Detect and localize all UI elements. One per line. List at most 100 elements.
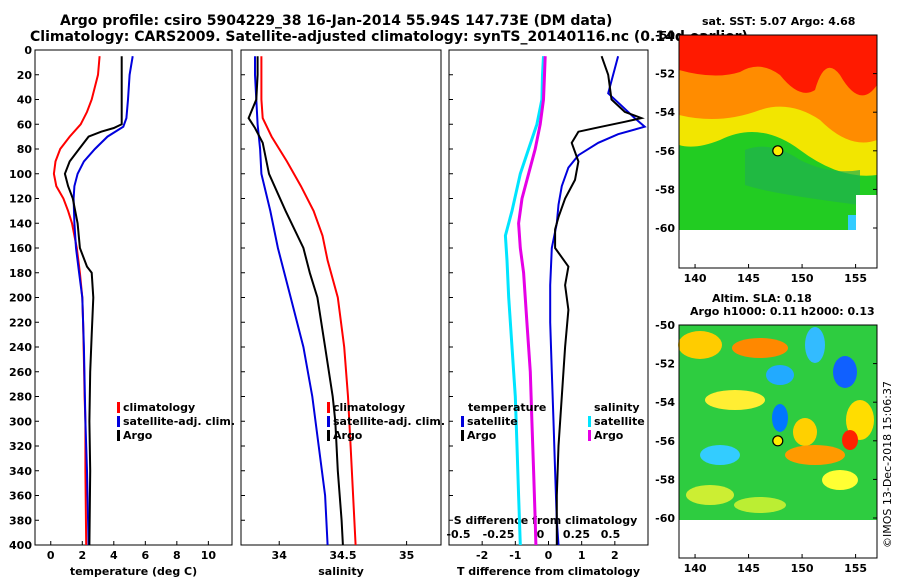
- sst-lat-label: -58: [655, 183, 675, 196]
- sla-anomaly-blob: [766, 365, 794, 385]
- sst-lat-label: -50: [655, 29, 675, 42]
- depth-tick-label: 100: [9, 168, 32, 181]
- sst-lon-label: 145: [737, 272, 760, 285]
- depth-tick-label: 160: [9, 242, 32, 255]
- sla-argo-location-marker: [772, 435, 784, 447]
- salinity-legend-argo-marker: [327, 430, 330, 441]
- difference-legend-temp-satellite-marker: [461, 416, 464, 427]
- sst-lon-label: 150: [791, 272, 814, 285]
- salinity-legend-climatology-marker: [327, 402, 330, 413]
- sst-land-mask: [856, 195, 877, 230]
- depth-tick-label: 260: [9, 366, 32, 379]
- sla-anomaly-blob: [842, 430, 858, 450]
- difference-legend-sal-satellite-marker: [588, 416, 591, 427]
- sla-lat-label: -58: [655, 473, 675, 486]
- sst-lon-label: 140: [684, 272, 707, 285]
- depth-tick-label: 380: [9, 514, 32, 527]
- temperature-satellite-line: [549, 55, 647, 546]
- sla-map-field: [678, 325, 877, 520]
- sla-map-title-1: Altim. SLA: 0.18: [712, 292, 812, 305]
- temperature-tick-label: 2: [78, 549, 86, 562]
- title-line-2: Climatology: CARS2009. Satellite-adjuste…: [30, 29, 748, 45]
- depth-tick-label: 240: [9, 341, 32, 354]
- sla-anomaly-blob: [705, 390, 765, 410]
- sst-lat-label: -52: [655, 68, 675, 81]
- difference-legend-sal-argo-label: Argo: [594, 429, 624, 442]
- depth-tick-label: 60: [17, 118, 33, 131]
- sst-map-frame: [678, 34, 878, 269]
- sla-anomaly-blob: [678, 331, 722, 359]
- temperature-tick-label: 6: [141, 549, 149, 562]
- sst-lat-label: -60: [655, 222, 675, 235]
- salinity-black-line: [247, 56, 344, 546]
- temperature-legend-climatology-marker: [117, 402, 120, 413]
- depth-tick-label: 340: [9, 465, 32, 478]
- sst-map-title: sat. SST: 5.07 Argo: 4.68: [702, 15, 856, 28]
- difference-tick-label: 1: [578, 549, 586, 562]
- sla-anomaly-blob: [846, 400, 874, 440]
- depth-tick-label: 400: [9, 539, 32, 552]
- difference-legend-temp-argo-label: Argo: [467, 429, 497, 442]
- difference-tick-label: 2: [611, 549, 619, 562]
- difference-plot-frame: [448, 49, 649, 546]
- salinity-legend-argo-label: Argo: [333, 429, 363, 442]
- salinity-difference-tick-label: -0.5: [446, 528, 470, 541]
- sla-lon-label: 155: [844, 562, 867, 575]
- salinity-difference-tick-label: -0.25: [483, 528, 515, 541]
- sla-anomaly-blob: [793, 418, 817, 446]
- sst-teal-patch: [745, 146, 860, 205]
- sla-anomaly-blob: [700, 445, 740, 465]
- sla-lon-label: 140: [684, 562, 707, 575]
- sst-lat-label: -56: [655, 145, 675, 158]
- sla-anomaly-blob: [822, 470, 858, 490]
- depth-tick-label: 20: [17, 69, 33, 82]
- salinity-satellite-line: [503, 56, 545, 546]
- depth-tick-label: 180: [9, 267, 32, 280]
- temperature-axis-label: temperature (deg C): [70, 565, 197, 578]
- temperature-black-line: [63, 56, 123, 546]
- salinity-Argo-line: [517, 56, 547, 546]
- temperature-legend-climatology-label: climatology: [123, 401, 195, 414]
- salinity-axis-label: salinity: [318, 565, 364, 578]
- sst-map-field: [679, 35, 877, 230]
- sla-map-frame: [678, 324, 878, 559]
- salinity-plot-frame: [240, 49, 442, 546]
- sst-argo-location-marker: [772, 145, 784, 157]
- depth-tick-label: 120: [9, 193, 32, 206]
- depth-tick-label: 80: [17, 143, 33, 156]
- depth-tick-label: 200: [9, 292, 32, 305]
- difference-legend-sal-argo-marker: [588, 430, 591, 441]
- difference-axis-label: T difference from climatology: [457, 565, 640, 578]
- temperature-legend-title: temperature: [468, 401, 546, 414]
- salinity-blue-line: [254, 56, 329, 546]
- difference-legend-temp-satellite-label: satellite: [467, 415, 518, 428]
- temperature-legend-argo-label: Argo: [123, 429, 153, 442]
- depth-tick-label: 300: [9, 415, 32, 428]
- depth-tick-label: 320: [9, 440, 32, 453]
- difference-tick-label: -1: [509, 549, 521, 562]
- salinity-red-line: [260, 56, 357, 546]
- sla-lat-label: -54: [655, 396, 675, 409]
- temperature-legend-satellite-marker: [117, 416, 120, 427]
- temperature-Argo-line: [554, 55, 645, 545]
- depth-tick-label: 360: [9, 490, 32, 503]
- salinity-legend-title: salinity: [594, 401, 640, 414]
- depth-tick-label: 40: [17, 94, 33, 107]
- salinity-legend-satellite-marker: [327, 416, 330, 427]
- difference-tick-label: -2: [476, 549, 488, 562]
- sla-lon-label: 150: [791, 562, 814, 575]
- temperature-tick-label: 10: [201, 549, 217, 562]
- salinity-difference-tick-label: 0: [537, 528, 545, 541]
- depth-tick-label: 140: [9, 217, 32, 230]
- difference-legend-sal-satellite-label: satellite: [594, 415, 645, 428]
- sla-anomaly-blob: [833, 356, 857, 388]
- sla-anomaly-blob: [686, 485, 734, 505]
- sla-anomaly-blob: [785, 445, 845, 465]
- temperature-tick-label: 4: [110, 549, 118, 562]
- salinity-legend-climatology-label: climatology: [333, 401, 405, 414]
- sla-anomaly-blob: [805, 327, 825, 363]
- salinity-tick-label: 34.5: [329, 549, 356, 562]
- sla-anomaly-blob: [772, 404, 788, 432]
